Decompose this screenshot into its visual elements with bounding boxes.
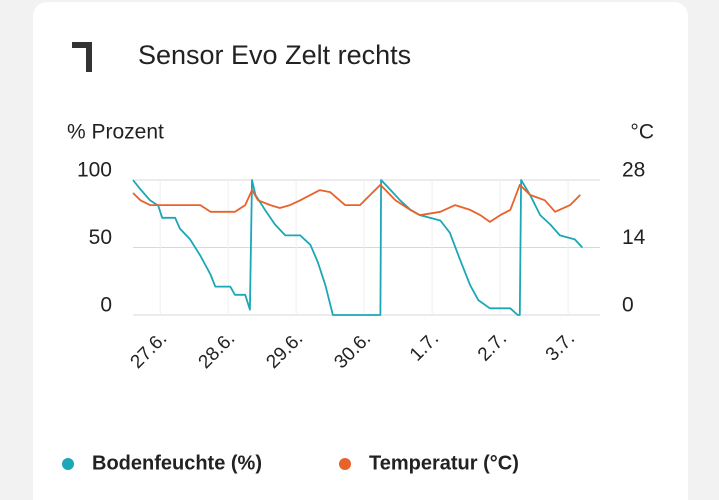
y-axis-label: % Prozent xyxy=(67,121,164,144)
y-tick-label: 100 xyxy=(77,159,112,182)
legend-marker xyxy=(62,458,74,470)
card xyxy=(33,2,688,500)
y2-tick-label: 28 xyxy=(622,159,645,182)
y2-tick-label: 14 xyxy=(622,226,646,249)
legend-label: Temperatur (°C) xyxy=(369,452,519,474)
card-icon xyxy=(72,42,92,72)
y-tick-label: 0 xyxy=(100,294,112,317)
series-line xyxy=(132,183,581,223)
legend-marker xyxy=(339,458,351,470)
y2-axis-label: °C xyxy=(630,121,654,144)
y2-tick-label: 0 xyxy=(622,294,634,317)
y-tick-label: 50 xyxy=(89,226,112,249)
series-line xyxy=(132,179,583,316)
legend-label: Bodenfeuchte (%) xyxy=(92,452,262,474)
card-title: Sensor Evo Zelt rechts xyxy=(138,40,411,70)
